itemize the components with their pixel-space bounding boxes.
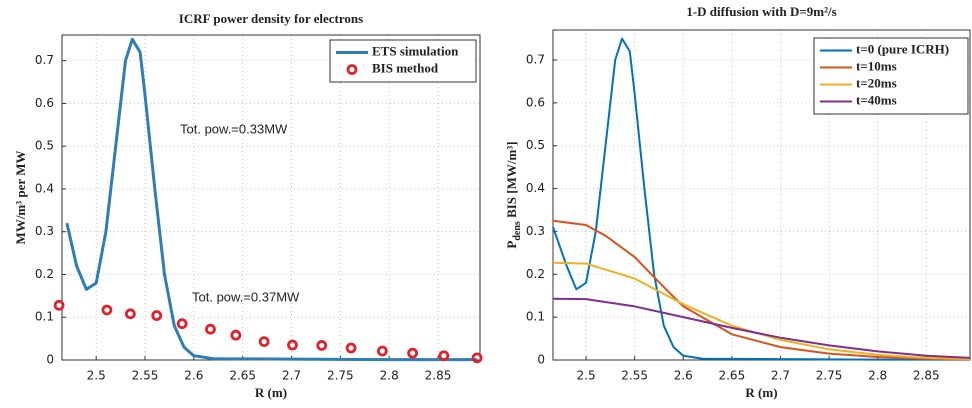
- legend-box: [329, 39, 477, 83]
- marker: [151, 310, 163, 321]
- x-tick-label: 2.55: [132, 369, 159, 383]
- marker: [287, 339, 298, 351]
- marker: [471, 352, 483, 364]
- y-tick-label: 0.6: [35, 96, 54, 110]
- marker: [376, 345, 388, 357]
- y-tick-label: 0.4: [526, 181, 545, 195]
- marker: [53, 299, 65, 311]
- y-tick-label: 0.1: [35, 310, 54, 324]
- y-tick-label: 0.6: [526, 95, 545, 109]
- marker: [258, 336, 270, 348]
- series-line: [65, 37, 478, 362]
- x-axis-label: R (m): [255, 385, 287, 400]
- x-tick-label: 2.7: [771, 369, 790, 383]
- x-tick-label: 2.75: [816, 369, 843, 383]
- y-tick-label: 0.7: [526, 53, 545, 67]
- chart-title: ICRF power density for electrons: [179, 11, 363, 26]
- y-tick-label: 0.3: [35, 224, 54, 238]
- x-tick-label: 2.5: [577, 369, 596, 383]
- x-tick-label: 2.55: [621, 369, 648, 383]
- chart-title: 1-D diffusion with D=9m²/s: [686, 4, 836, 19]
- y-tick-label: 0.2: [35, 267, 54, 281]
- marker: [230, 329, 242, 341]
- plot-frame: [61, 34, 481, 361]
- y-tick-label: 0: [46, 353, 54, 367]
- x-tick-label: 2.5: [87, 369, 106, 383]
- marker: [345, 342, 357, 354]
- series-line: [552, 297, 971, 359]
- y-axis-label-part: dens: [512, 221, 523, 241]
- marker: [176, 318, 188, 330]
- annotation: Tot. pow.=0.33MW: [180, 121, 288, 136]
- y-tick-label: 0.5: [35, 139, 54, 153]
- marker: [124, 308, 136, 320]
- series-line: [552, 261, 971, 361]
- series-line: [552, 219, 971, 361]
- x-tick-label: 2.8: [380, 369, 399, 383]
- legend-label: t=20ms: [856, 75, 897, 90]
- y-tick-label: 0.5: [526, 138, 545, 152]
- legend-marker: [346, 64, 358, 75]
- y-axis-label: Pdens BIS [MW/m³]: [504, 141, 523, 248]
- y-tick-label: 0.4: [35, 181, 54, 195]
- y-tick-label: 0.1: [526, 310, 545, 324]
- series-line: [552, 37, 970, 361]
- legend-label: t=10ms: [856, 58, 897, 73]
- x-tick-label: 2.6: [184, 369, 203, 383]
- legend-label: t=0 (pure ICRH): [856, 41, 949, 56]
- x-tick-label: 2.65: [229, 369, 256, 383]
- y-tick-label: 0.3: [526, 224, 545, 238]
- x-tick-label: 2.65: [718, 369, 745, 383]
- x-tick-label: 2.6: [674, 369, 693, 383]
- legend-label: BIS method: [372, 60, 439, 75]
- y-axis-label-part: P: [504, 241, 519, 249]
- legend-label: t=40ms: [856, 92, 897, 107]
- marker: [407, 347, 419, 359]
- x-axis-label: R (m): [745, 385, 777, 400]
- y-tick-label: 0.2: [526, 267, 545, 281]
- y-axis-label: MW/m³ per MW: [13, 151, 28, 245]
- x-tick-label: 2.75: [327, 369, 354, 383]
- x-tick-label: 2.85: [425, 369, 452, 383]
- y-axis-label-part: BIS [MW/m³]: [504, 141, 519, 221]
- marker: [438, 350, 450, 362]
- marker: [316, 340, 328, 351]
- x-tick-label: 2.85: [913, 369, 940, 383]
- x-tick-label: 2.8: [868, 369, 887, 383]
- legend-label: ETS simulation: [372, 43, 459, 58]
- x-tick-label: 2.7: [282, 369, 301, 383]
- marker: [205, 323, 216, 335]
- marker: [101, 304, 113, 316]
- y-tick-label: 0.7: [35, 53, 54, 67]
- y-tick-label: 0: [537, 353, 545, 367]
- annotation: Tot. pow.=0.37MW: [192, 289, 300, 304]
